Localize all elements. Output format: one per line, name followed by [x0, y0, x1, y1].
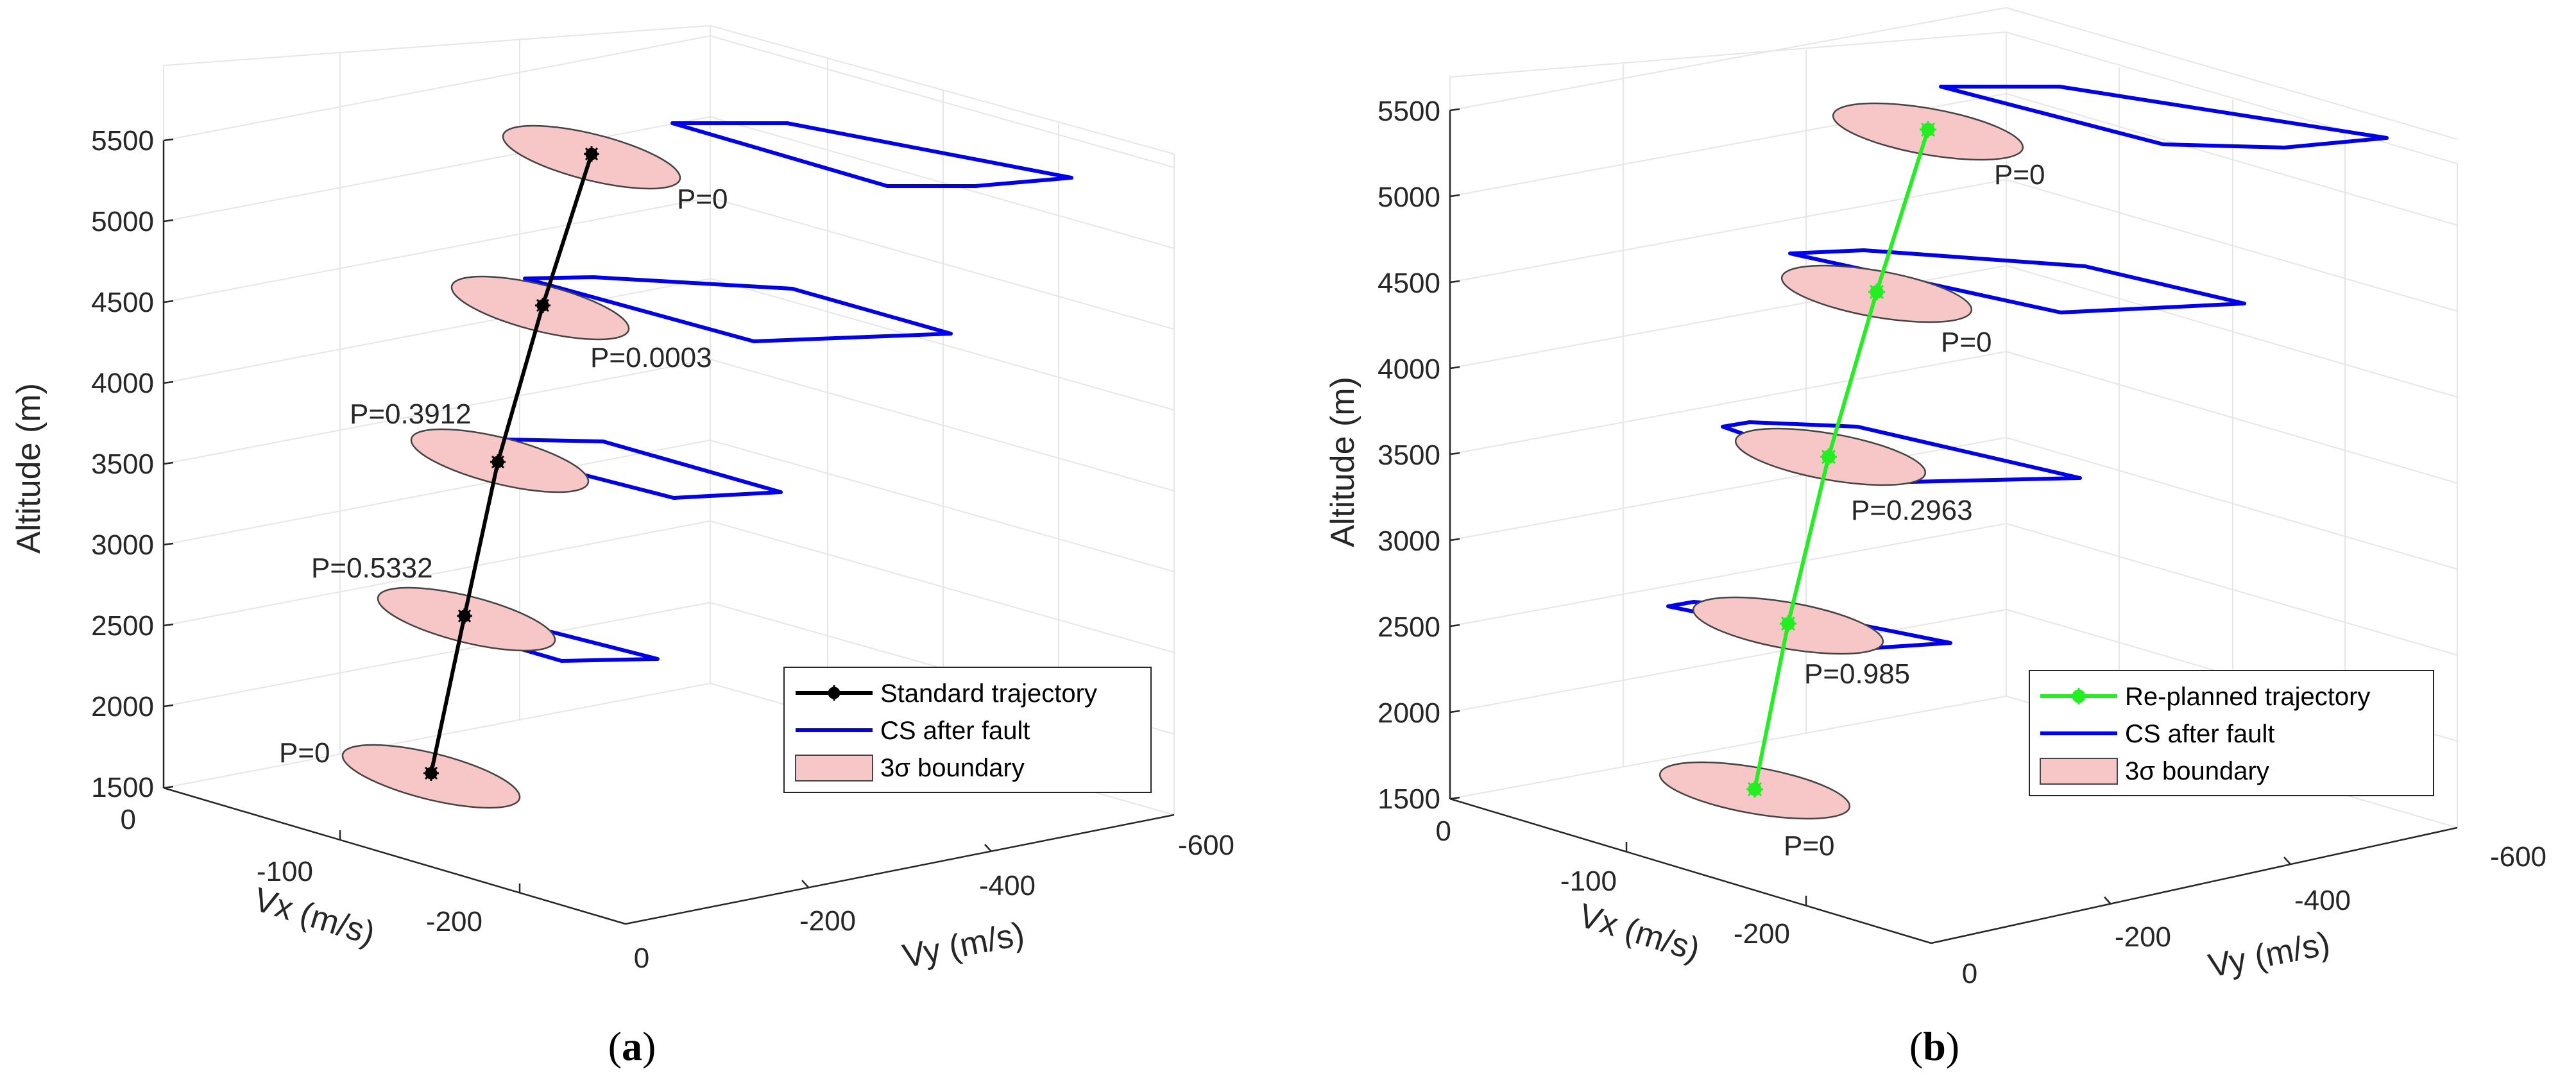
- z-tick-b: 2000: [1378, 697, 1440, 729]
- z-tick-labels-a: 1500 2000 2500 3000 3500 4000 4500 5000 …: [91, 125, 154, 803]
- trajectory-marker: [490, 454, 506, 470]
- caption-a: (a): [608, 1023, 656, 1069]
- legend-label: CS after fault: [2125, 720, 2274, 748]
- z-tick-a: 4500: [91, 287, 154, 318]
- y-tick-a: -600: [1178, 830, 1234, 861]
- x-tick-b: 0: [1436, 816, 1451, 847]
- z-tick-a: 3000: [91, 529, 154, 561]
- y-tick-b: 0: [1962, 958, 1977, 989]
- y-tick-b: -600: [2490, 841, 2546, 873]
- trajectory-marker: [1780, 615, 1796, 632]
- trajectory-marker: [1868, 284, 1885, 300]
- x-tick-a: -200: [426, 906, 482, 937]
- panel-b: 1500 2000 2500 3000 3500 4000 4500 5000 …: [1324, 7, 2546, 1069]
- y-axis-label-a: Vy (m/s): [900, 916, 1027, 975]
- trajectory-marker: [1820, 448, 1837, 465]
- probability-label: P=0.0003: [590, 342, 712, 373]
- trajectory-marker: [457, 608, 472, 624]
- z-tick-b: 2500: [1378, 611, 1440, 643]
- axes-b: [1449, 110, 2458, 944]
- y-tick-marks-b: [2104, 857, 2291, 905]
- cs-polygon: [1939, 85, 2389, 149]
- z-tick-a: 5500: [91, 125, 154, 157]
- z-axis-label-b: Altitude (m): [1324, 377, 1361, 547]
- x-tick-a: -100: [257, 856, 313, 887]
- y-tick-a: -200: [799, 905, 856, 937]
- legend-swatch-ellipse: [795, 755, 873, 781]
- probability-label: P=0: [677, 184, 728, 215]
- probability-label: P=0.2963: [1851, 495, 1973, 526]
- z-tick-b: 4000: [1378, 354, 1440, 385]
- probability-labels-a: P=0 P=0.5332 P=0.3912 P=0.0003 P=0: [279, 184, 728, 769]
- axes-a: [162, 141, 1175, 925]
- x-tick-b: -100: [1560, 866, 1617, 897]
- z-tick-b: 3000: [1378, 525, 1440, 557]
- probability-label: P=0.985: [1804, 658, 1910, 690]
- legend-label: Re-planned trajectory: [2125, 683, 2370, 711]
- y-tick-a: -400: [979, 870, 1036, 901]
- trajectory-marker: [584, 146, 599, 162]
- sigma-ellipses-b: [1659, 102, 2024, 820]
- z-tick-a: 2000: [91, 691, 154, 722]
- z-tick-labels-b: 1500 2000 2500 3000 3500 4000 4500 5000 …: [1378, 96, 1440, 815]
- trajectory-marker: [1920, 121, 1936, 138]
- trajectory-marker: [535, 298, 550, 313]
- legend-marker: [826, 685, 842, 701]
- z-tick-b: 1500: [1378, 783, 1440, 815]
- y-tick-b: -200: [2115, 921, 2171, 953]
- sigma-ellipses-a: [341, 124, 681, 809]
- caption-b: (b): [1909, 1023, 1959, 1069]
- cs-polygon: [523, 275, 953, 343]
- trajectory-marker: [423, 765, 439, 781]
- x-axis-label-b: Vx (m/s): [1574, 897, 1704, 969]
- z-tick-b: 4500: [1378, 268, 1440, 299]
- trajectory-a: [423, 146, 599, 781]
- trajectory-marker: [1746, 781, 1763, 798]
- z-tick-marks-a: [163, 138, 174, 789]
- legend-b: Re-planned trajectory CS after fault 3σ …: [2029, 670, 2434, 796]
- z-tick-b: 3500: [1378, 440, 1440, 471]
- legend-marker: [2070, 688, 2087, 705]
- legend-label: 3σ boundary: [2125, 757, 2269, 785]
- probability-label: P=0: [1994, 159, 2045, 191]
- z-axis-label-a: Altitude (m): [10, 383, 47, 554]
- x-tick-marks-b: [1625, 842, 1807, 905]
- probability-label: P=0: [1784, 830, 1835, 862]
- trajectory-b: [1746, 121, 1936, 798]
- z-tick-a: 5000: [91, 206, 154, 237]
- x-tick-b: -200: [1734, 918, 1790, 950]
- probability-labels-b: P=0 P=0.985 P=0.2963 P=0 P=0: [1784, 159, 2045, 862]
- x-tick-marks-a: [339, 830, 521, 893]
- y-tick-labels-b: 0 -200 -400 -600: [1962, 841, 2546, 989]
- legend-label: Standard trajectory: [880, 679, 1097, 708]
- legend-label: CS after fault: [880, 717, 1030, 745]
- z-tick-a: 3500: [91, 448, 154, 480]
- x-tick-labels-b: 0 -100 -200: [1436, 816, 1790, 950]
- probability-label: P=0.5332: [311, 552, 433, 584]
- x-axis-label-a: Vx (m/s): [250, 881, 379, 953]
- z-tick-b: 5000: [1378, 182, 1440, 213]
- legend-label: 3σ boundary: [880, 754, 1025, 782]
- z-tick-a: 4000: [91, 368, 154, 399]
- legend-swatch-ellipse: [2040, 758, 2118, 785]
- z-tick-a: 2500: [91, 610, 154, 642]
- probability-label: P=0: [279, 737, 330, 769]
- z-tick-a: 1500: [91, 772, 154, 803]
- probability-label: P=0.3912: [350, 398, 472, 430]
- z-tick-marks-b: [1449, 108, 1460, 800]
- x-tick-a: 0: [121, 804, 136, 835]
- x-tick-labels-a: 0 -100 -200: [121, 804, 482, 937]
- y-tick-b: -400: [2294, 885, 2351, 916]
- legend-a: Standard trajectory CS after fault 3σ bo…: [783, 667, 1152, 793]
- cs-polygon: [1788, 248, 2246, 314]
- y-tick-labels-a: 0 -200 -400 -600: [634, 830, 1234, 974]
- y-axis-label-b: Vy (m/s): [2205, 925, 2333, 985]
- y-tick-marks-a: [801, 844, 992, 888]
- y-tick-a: 0: [634, 943, 649, 974]
- z-tick-b: 5500: [1378, 96, 1440, 127]
- probability-label: P=0: [1941, 327, 1992, 358]
- cs-polygon: [670, 121, 1073, 188]
- panel-a: 1500 2000 2500 3000 3500 4000 4500 5000 …: [10, 25, 1234, 1069]
